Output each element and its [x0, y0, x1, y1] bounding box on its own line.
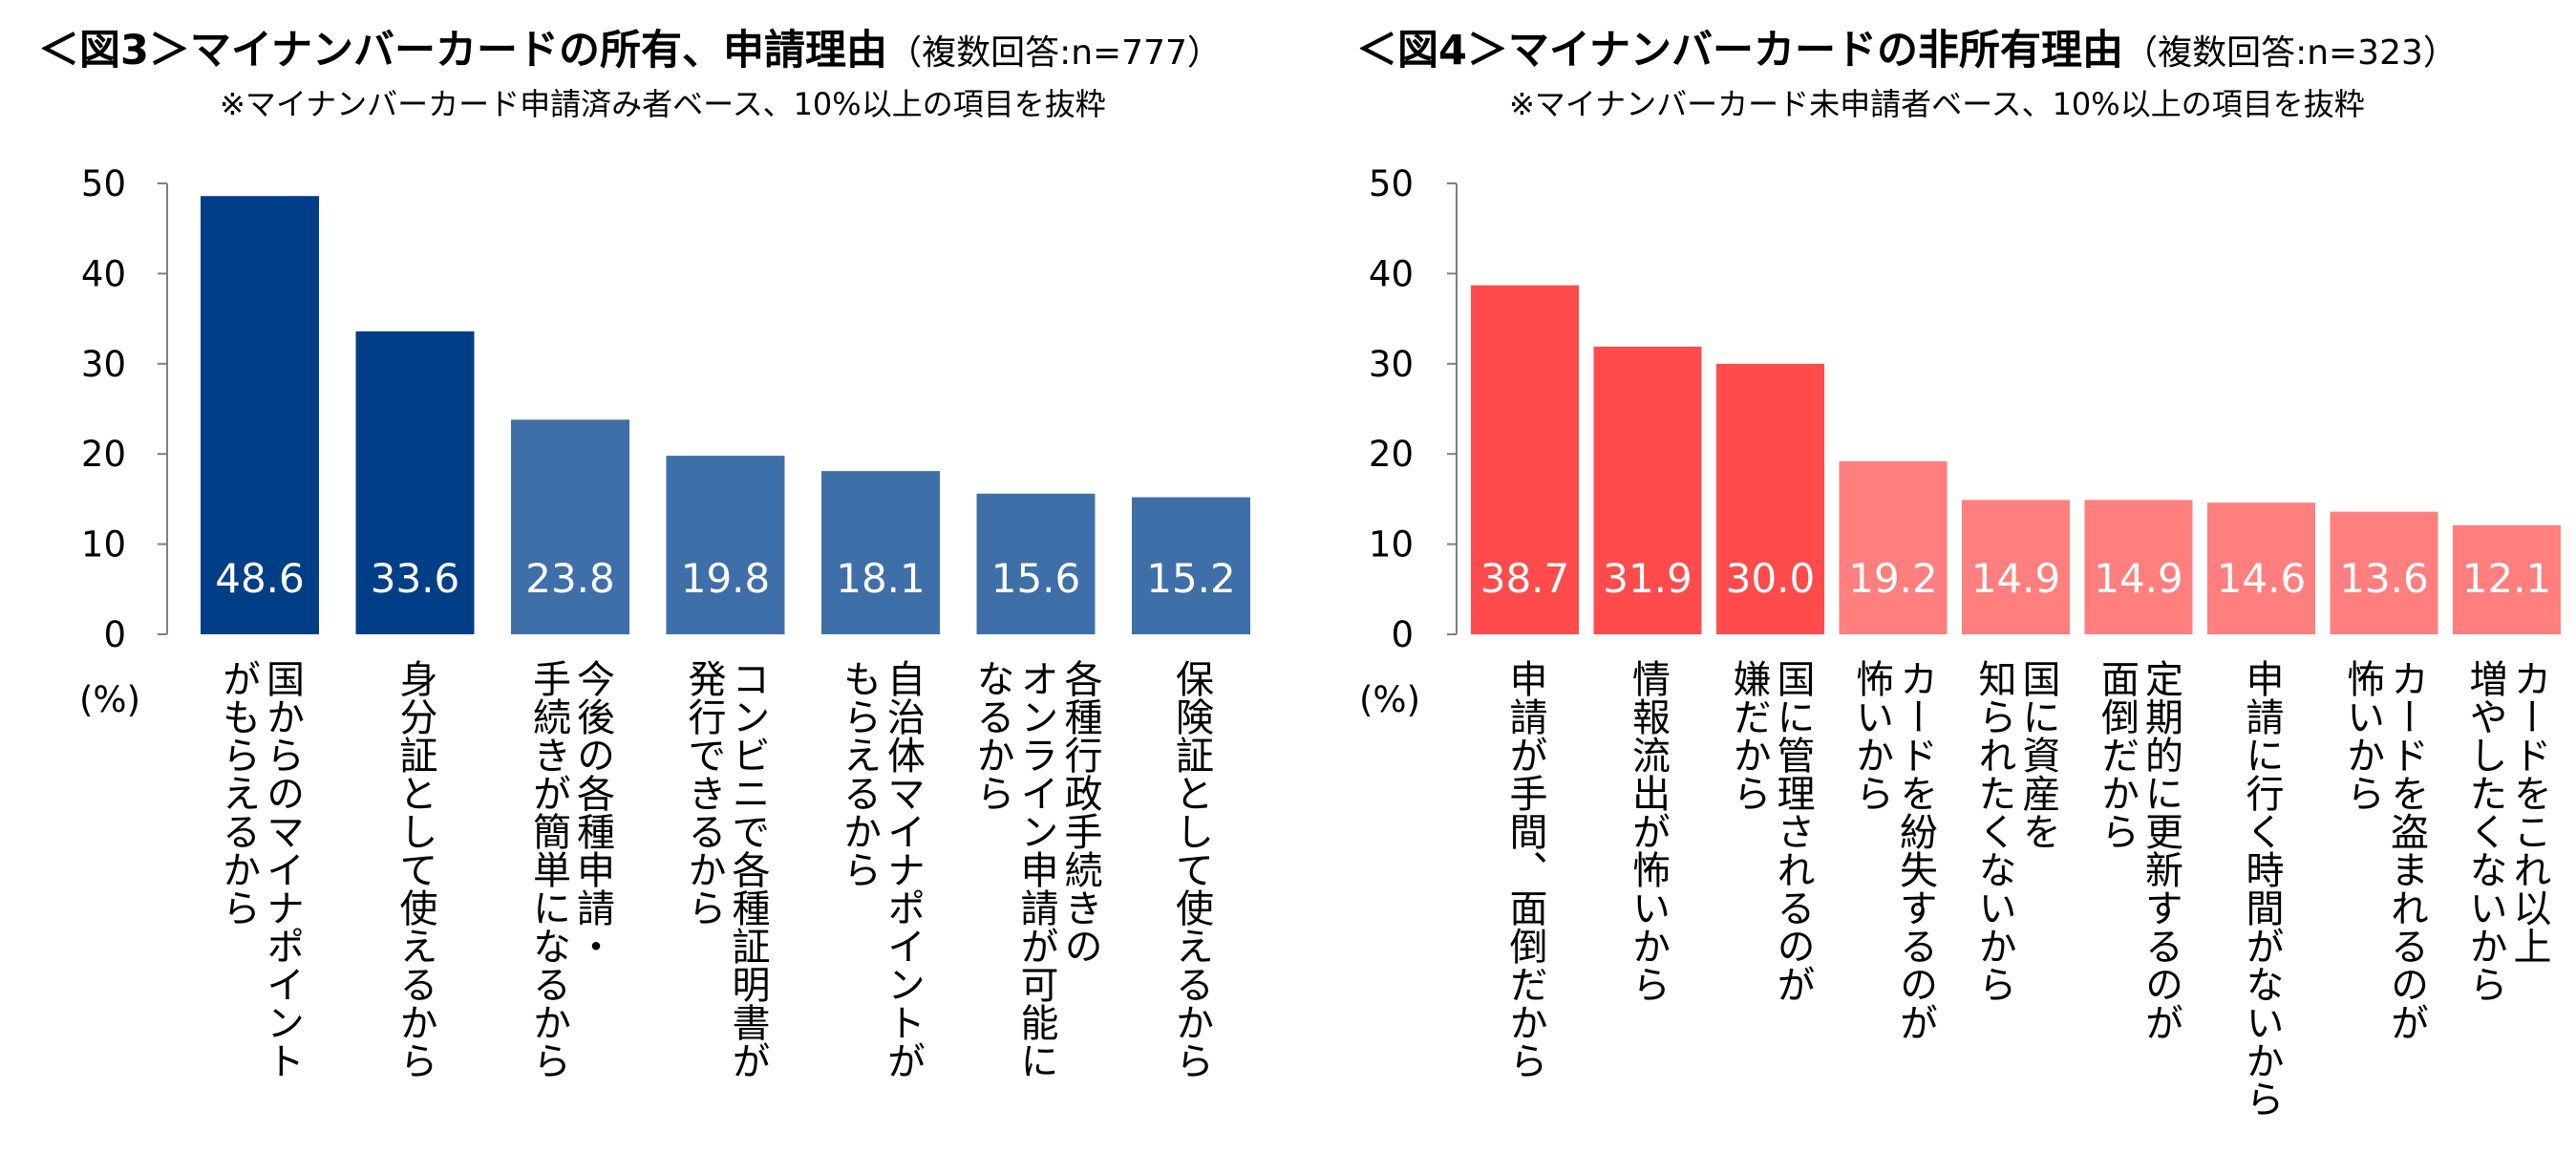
chart-note: ※マイナンバーカード未申請者ベース、10%以上の項目を抜粋	[1509, 86, 2365, 122]
bar-value-label: 15.2	[1146, 555, 1236, 602]
bar-value-label: 13.6	[2339, 555, 2429, 602]
bar-value-label: 19.2	[1848, 555, 1938, 602]
x-category-label: もらえるから	[837, 659, 881, 888]
y-axis-unit: (%)	[79, 679, 140, 720]
x-category-label: 身分証として使えるから	[394, 659, 438, 1079]
x-category-label: 嫌だから	[1727, 659, 1771, 812]
chart-title-sub: （複数回答:n=323）	[2123, 33, 2458, 73]
y-tick-label: 40	[81, 253, 126, 294]
bar	[2453, 524, 2561, 634]
bar-value-label: 14.6	[2217, 555, 2307, 602]
x-category-label: 保険証として使えるから	[1169, 659, 1214, 1079]
chart-title: ＜図4＞マイナンバーカードの非所有理由（複数回答:n=323）	[1356, 27, 2458, 75]
bar	[1132, 497, 1250, 634]
y-tick-label: 20	[1369, 434, 1414, 475]
chart-title-sub: （複数回答:n=777）	[887, 33, 1222, 73]
x-category-label: オンライン申請が可能に	[1014, 659, 1058, 1079]
x-category-label: 手続きが簡単になるから	[526, 659, 570, 1079]
bar-value-label: 31.9	[1603, 555, 1692, 602]
bar-value-label: 33.6	[371, 555, 460, 602]
y-tick-label: 20	[81, 434, 126, 475]
bar	[511, 419, 629, 634]
x-category-label: コンビニで各種証明書が	[726, 659, 770, 1079]
x-category-label: 国からのマイナポイント	[260, 659, 304, 1079]
bar	[2330, 511, 2438, 634]
y-tick-label: 0	[103, 614, 126, 655]
x-category-label: 各種行政手続きの	[1058, 659, 1103, 965]
x-category-label: なるから	[970, 659, 1014, 812]
bar	[2207, 502, 2315, 634]
bar-chart-right: 0 10 20 30 40 50 (%) 38.7 申請が手間、面倒だから 31.9 情報流出が怖い…	[1359, 163, 2561, 1118]
bar	[1962, 500, 2070, 634]
y-tick-label: 40	[1369, 253, 1414, 294]
bar-value-label: 12.1	[2462, 555, 2552, 602]
bar	[976, 493, 1096, 634]
bar	[2084, 500, 2193, 634]
bar-value-label: 18.1	[836, 555, 926, 602]
bar-value-label: 14.9	[2094, 555, 2183, 602]
bar-value-label: 30.0	[1726, 555, 1816, 602]
bar-value-label: 48.6	[215, 555, 305, 602]
bar	[201, 196, 319, 634]
bar	[355, 331, 475, 634]
x-category-label: 怖いから	[2340, 659, 2384, 812]
bar	[666, 456, 785, 634]
bar	[1716, 363, 1824, 634]
x-category-label: カードを紛失するのが	[1893, 659, 1937, 1041]
bar-value-label: 14.9	[1971, 555, 2061, 602]
y-tick-label: 10	[1369, 524, 1414, 566]
bar-value-label: 19.8	[681, 555, 771, 602]
bar	[821, 471, 940, 634]
bar-value-label: 15.6	[991, 555, 1081, 602]
chart-note: ※マイナンバーカード申請済み者ベース、10%以上の項目を抜粋	[220, 86, 1106, 122]
x-category-label: 申請に行く時間がないから	[2240, 659, 2285, 1118]
y-tick-label: 0	[1391, 614, 1414, 655]
x-category-label: 面倒だから	[2095, 659, 2140, 850]
bar-value-label: 38.7	[1480, 555, 1570, 602]
chart-title: ＜図3＞マイナンバーカードの所有、申請理由（複数回答:n=777）	[38, 27, 1222, 75]
x-category-label: 国に管理されるのが	[1771, 659, 1815, 1003]
x-category-label: がもらえるから	[216, 659, 260, 927]
y-tick-label: 30	[81, 344, 126, 385]
x-category-label: 知られたくないから	[1972, 659, 2016, 1003]
y-tick-label: 50	[81, 163, 126, 204]
x-category-label: カードを盗まれるのが	[2384, 659, 2428, 1041]
x-category-label: 自治体マイナポイントが	[881, 659, 925, 1079]
bar	[1593, 346, 1702, 634]
bar	[1839, 460, 1948, 634]
y-axis-unit: (%)	[1359, 679, 1420, 720]
chart-panel-left: ＜図3＞マイナンバーカードの所有、申請理由（複数回答:n=777） ※マイナンバ…	[38, 27, 1250, 1079]
y-tick-label: 30	[1369, 344, 1414, 385]
x-category-label: カードをこれ以上	[2507, 659, 2551, 965]
x-category-label: 今後の各種申請・	[570, 659, 614, 965]
y-tick-label: 10	[81, 524, 126, 566]
x-category-label: 国に資産を	[2016, 659, 2060, 850]
x-category-label: 申請が手間、面倒だから	[1503, 659, 1548, 1079]
bar	[1471, 285, 1579, 634]
x-category-label: 発行できるから	[682, 659, 727, 927]
x-category-label: 怖いから	[1849, 659, 1893, 812]
x-category-label: 増やしたくないから	[2463, 659, 2507, 1003]
y-tick-label: 50	[1369, 163, 1414, 204]
x-category-label: 定期的に更新するのが	[2139, 659, 2182, 1041]
x-category-label: 情報流出が怖いから	[1626, 659, 1670, 1003]
bar-value-label: 23.8	[525, 555, 615, 602]
chart-panel-right: ＜図4＞マイナンバーカードの非所有理由（複数回答:n=323） ※マイナンバーカ…	[1328, 0, 2576, 1175]
